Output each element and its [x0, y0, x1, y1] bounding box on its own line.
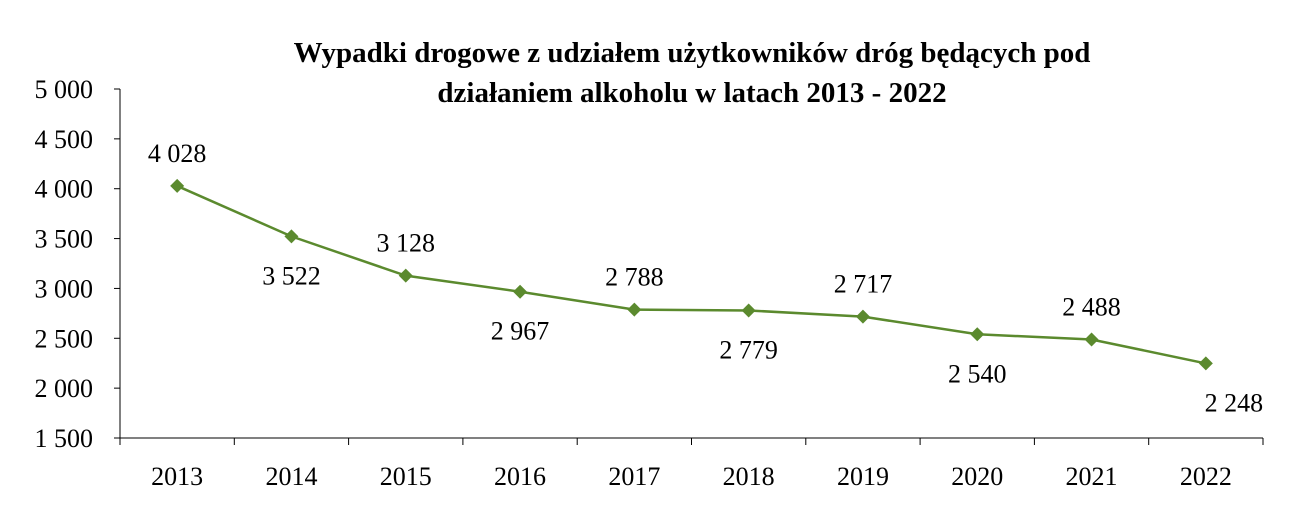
data-label: 3 128 — [377, 229, 436, 258]
series-path — [176, 184, 1207, 365]
data-label: 2 488 — [1062, 292, 1121, 321]
data-point — [970, 327, 985, 342]
series-markers — [170, 178, 1213, 371]
y-tick-label: 4 000 — [35, 175, 94, 204]
data-label: 2 788 — [605, 263, 664, 292]
data-point — [284, 229, 299, 244]
x-tick-label: 2014 — [265, 462, 317, 491]
x-tick-label: 2015 — [380, 462, 432, 491]
y-tick-label: 3 500 — [35, 225, 94, 254]
data-label: 2 967 — [491, 317, 550, 346]
y-axis-ticks: 1 500 2 000 2 500 3 000 3 500 4 000 4 500 5 000 — [35, 75, 120, 453]
data-label: 2 779 — [719, 335, 778, 364]
data-point — [1084, 332, 1099, 347]
x-tick-label: 2022 — [1180, 462, 1232, 491]
data-label: 2 540 — [948, 359, 1007, 388]
x-tick-label: 2019 — [837, 462, 889, 491]
y-tick-label: 2 500 — [35, 324, 94, 353]
y-tick-label: 2 000 — [35, 374, 94, 403]
data-label: 3 522 — [262, 261, 321, 290]
x-tick-label: 2018 — [723, 462, 775, 491]
x-tick-label: 2020 — [951, 462, 1003, 491]
x-tick-label: 2017 — [608, 462, 660, 491]
x-axis-ticks: 2013 2014 2015 2016 2017 2018 2019 2020 2021 2022 — [119, 438, 1264, 491]
data-point — [741, 303, 756, 318]
x-tick-label: 2016 — [494, 462, 546, 491]
data-label: 2 717 — [834, 270, 893, 299]
data-point — [1198, 356, 1213, 371]
chart-title-line-1: Wypadki drogowe z udziałem użytkowników … — [294, 37, 1091, 69]
y-tick-label: 3 000 — [35, 274, 94, 303]
y-tick-label: 4 500 — [35, 125, 94, 154]
data-labels: 4 028 3 522 3 128 2 967 2 788 2 779 2 717 2 540… — [148, 139, 1263, 417]
series-line — [176, 184, 1207, 365]
data-label: 2 248 — [1205, 388, 1264, 417]
y-tick-label: 1 500 — [35, 424, 94, 453]
data-point — [398, 268, 413, 283]
data-point — [170, 178, 185, 193]
x-tick-label: 2021 — [1066, 462, 1118, 491]
data-label: 4 028 — [148, 139, 207, 168]
data-point — [513, 284, 528, 299]
chart-title-line-2: działaniem alkoholu w latach 2013 - 2022 — [437, 77, 946, 109]
data-point — [855, 309, 870, 324]
data-point — [627, 302, 642, 317]
y-tick-label: 5 000 — [35, 75, 94, 104]
x-tick-label: 2013 — [151, 462, 203, 491]
